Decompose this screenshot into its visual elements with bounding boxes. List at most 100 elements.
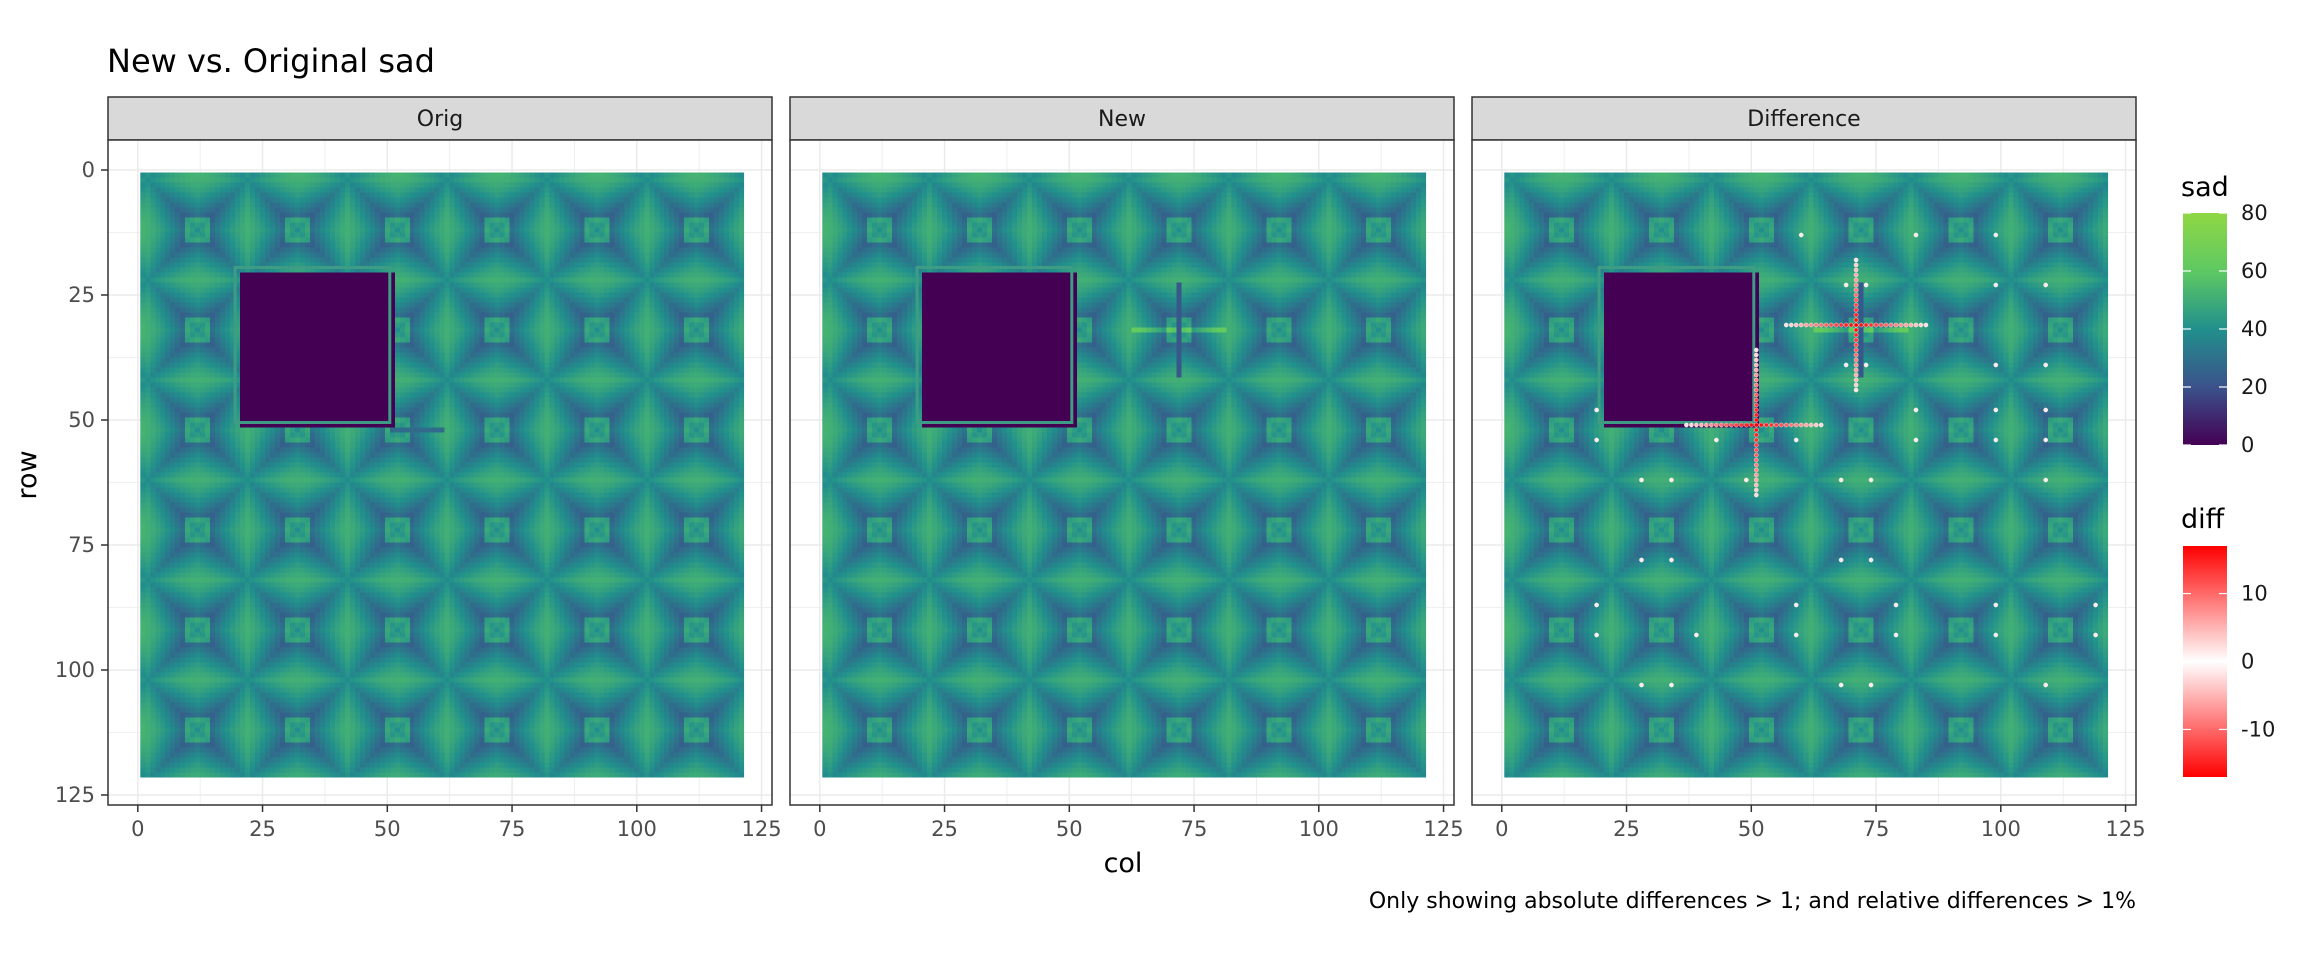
diff-point [1808,322,1814,328]
diff-point [1803,422,1809,428]
diff-point [1753,462,1759,468]
diff-point [1838,557,1844,563]
diff-point [1853,352,1859,358]
diff-point [1853,357,1859,363]
diff-point [1753,477,1759,483]
diff-point [1639,477,1644,483]
diff-point [1753,347,1759,353]
diff-point [2043,362,2049,368]
diff-point [1913,232,1919,238]
diff-point [1793,422,1799,428]
legend-tick-label: 60 [2241,259,2268,283]
diff-point [2093,602,2098,608]
diff-point [2043,407,2049,413]
diff-point [1853,367,1859,373]
legend-title: sad [2181,172,2229,203]
diff-point [1853,257,1859,263]
diff-point [1853,302,1859,308]
x-tick-label: 25 [1613,817,1640,841]
diff-point [1818,422,1824,428]
diff-point [1734,422,1739,428]
y-axis-title: row [12,450,43,499]
diff-point [1853,277,1859,283]
diff-point [1793,632,1799,638]
diff-point [2043,282,2049,288]
diff-point [1888,322,1894,328]
diff-point [1783,322,1789,328]
diff-point [1853,312,1859,318]
x-tick-label: 0 [813,817,826,841]
diff-point [1753,377,1759,383]
diff-point [1853,322,1859,328]
diff-point [1873,322,1879,328]
diff-point [1758,422,1764,428]
diff-point [1813,322,1819,328]
y-tick-label: 75 [68,533,95,557]
diff-point [1913,407,1919,413]
diff-point [1744,422,1749,428]
heatmap-tiles [1504,172,2109,778]
diff-point [1714,422,1719,428]
legend-tick-label: 20 [2241,375,2268,399]
diff-point [1739,422,1744,428]
diff-point [1753,402,1759,408]
diff-point [1853,297,1859,303]
diff-point [1878,322,1884,328]
diff-point [1753,407,1759,413]
legend-tick-label: 0 [2241,433,2254,457]
diff-point [1848,322,1854,328]
panel-border [1471,139,2137,806]
diff-point [1753,447,1759,453]
diff-point [1883,322,1889,328]
diff-point [1853,337,1859,343]
facet-strip-label: New [1098,107,1146,132]
diff-point [1783,422,1789,428]
facet-strip-label: Difference [1747,107,1860,132]
legend-tick-label: 80 [2241,201,2268,225]
diff-point [1838,682,1844,688]
facet-panel-new: New 0 25 50 75 100 125 [789,96,1464,841]
diff-point [1893,602,1899,608]
legend-diff: diff 10 0 -10 [2181,504,2275,777]
diff-point [1639,557,1644,563]
heatmap-tiles [822,172,1427,778]
diff-point [1689,422,1694,428]
x-tick-label: 50 [1738,817,1765,841]
y-tick-label: 25 [68,283,95,307]
diff-point [1724,422,1729,428]
blank-region-outline [915,266,1074,424]
x-tick-label: 100 [1299,817,1339,841]
diff-point [1993,632,1999,638]
legend-tick-label: -10 [2241,717,2275,741]
legend-tick-label: 40 [2241,317,2268,341]
x-tick-label: 0 [1495,817,1508,841]
x-tick-label: 0 [131,817,144,841]
diff-point [1753,412,1759,418]
x-tick-label: 100 [617,817,657,841]
diff-point [1753,382,1759,388]
diff-point [1753,452,1759,458]
diff-point [1753,417,1759,423]
diff-point [2043,477,2049,483]
difference-points [1594,232,2098,688]
legend-sad: sad 80 60 40 20 0 [2181,172,2268,457]
diff-point [1699,422,1704,428]
facet-panel-difference: Difference 0 25 50 75 100 125 [1471,96,2146,841]
x-tick-label: 25 [249,817,276,841]
diff-point [1808,422,1814,428]
x-axis-title: col [1104,848,1143,879]
heatmap-tiles [140,172,745,778]
diff-point [1898,322,1904,328]
x-tick-label: 75 [499,817,526,841]
diff-point [1744,477,1749,483]
diff-point [1853,377,1859,383]
diff-point [1813,422,1819,428]
blank-region-outline [1597,266,1756,424]
diff-point [1753,352,1759,358]
y-tick-label: 50 [68,408,95,432]
diff-point [1753,362,1759,368]
diff-point [1798,322,1804,328]
diff-point [2043,682,2049,688]
